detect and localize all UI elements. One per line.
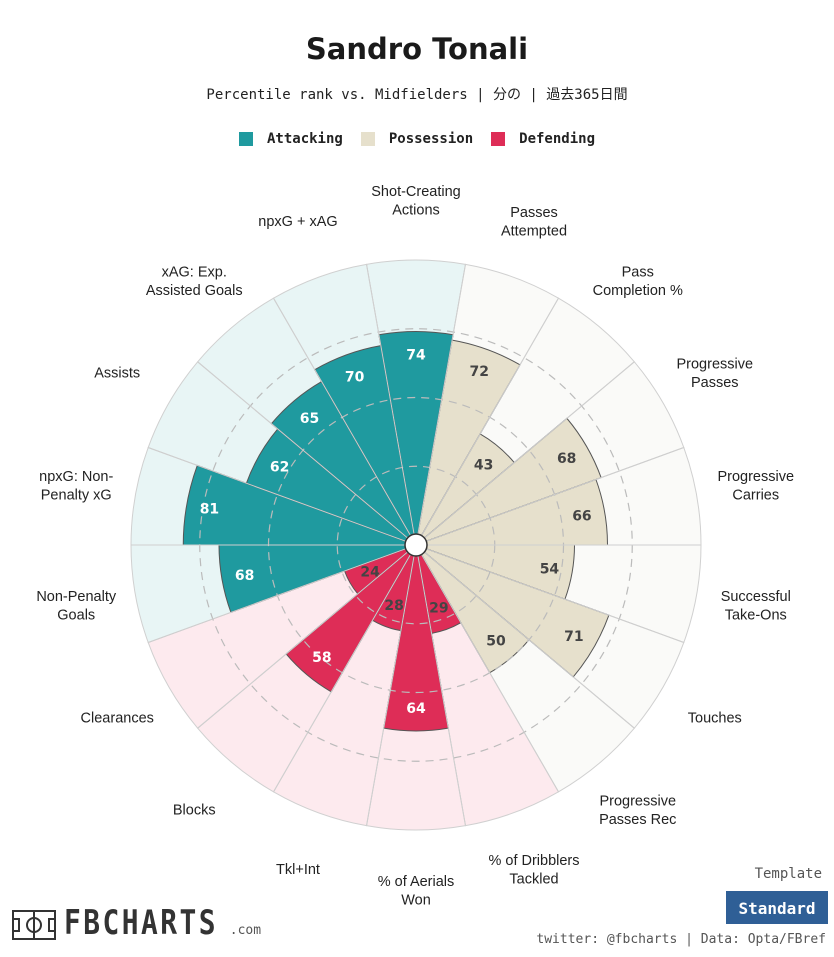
category-label-passes-attempted: Passes Attempted	[501, 205, 567, 240]
value-label-progressive-passes: 68	[557, 451, 576, 467]
value-label-successful-take-ons: 54	[540, 562, 560, 578]
sector-divider	[273, 297, 412, 537]
value-label-pass-completion: 43	[474, 457, 493, 473]
category-label-non-penalty-goals: Non-Penalty Goals	[36, 589, 117, 624]
legend-label-defending: Defending	[519, 131, 595, 147]
sector-divider	[197, 361, 409, 539]
value-label-assists: 62	[270, 459, 289, 475]
legend: Attacking Possession Defending	[0, 131, 834, 147]
value-label-progressive-passes-rec: 50	[486, 633, 506, 649]
category-label-touches: Touches	[688, 711, 742, 727]
value-label-tkl-int: 28	[384, 598, 403, 614]
value-label-npxg-xag: 70	[345, 369, 365, 385]
sector-divider	[417, 554, 466, 826]
sector-divider	[197, 551, 409, 729]
legend-swatch-defending	[491, 132, 506, 146]
value-label-touches: 71	[564, 629, 583, 645]
category-labels: Shot-Creating Actions Passes Attempted Pass C…	[36, 184, 794, 909]
template-standard-button[interactable]: Standard	[726, 891, 828, 924]
value-label-shot-creating-actions: 74	[406, 348, 426, 364]
sector-divider	[420, 553, 559, 793]
value-label-blocks: 58	[312, 650, 331, 666]
category-label-tkl-int: Tkl+Int	[276, 862, 320, 878]
sector-divider	[417, 264, 466, 536]
category-label-progressive-passes: Progressive Passes	[676, 357, 753, 392]
center-circle	[404, 533, 428, 557]
value-label-of-dribblers-tackled: 29	[429, 601, 448, 617]
grid-rings	[131, 264, 701, 826]
category-label-clearances: Clearances	[81, 711, 154, 727]
chart-title: Sandro Tonali	[305, 32, 529, 66]
legend-swatch-attacking	[238, 132, 253, 146]
pitch-icon	[12, 910, 56, 940]
category-label-npxg-non-penalty-xg: npxG: Non-Penalty xG	[39, 469, 113, 504]
category-label-npxg-xag: npxG + xAG	[258, 214, 337, 230]
sector-divider	[423, 551, 635, 729]
category-label-blocks: Blocks	[173, 802, 216, 818]
legend-item-attacking: Attacking	[238, 131, 343, 147]
legend-swatch-possession	[360, 132, 375, 146]
credit-text: twitter: @fbcharts | Data: Opta/FBref	[536, 932, 826, 947]
value-label-passes-attempted: 72	[470, 364, 489, 380]
category-label-progressive-passes-rec: Progressive Passes Rec	[599, 793, 676, 828]
category-label-of-dribblers-tackled: % of Dribblers Tackled	[488, 853, 579, 888]
category-label-xag-exp-assisted-goals: xAG: Exp. Assisted Goals	[146, 265, 243, 300]
chart-subtitle: Percentile rank vs. Midfielders | 分の | 過…	[206, 87, 628, 103]
logo-suffix: .com	[229, 923, 262, 938]
value-label-clearances: 24	[360, 565, 380, 581]
category-label-assists: Assists	[94, 366, 140, 382]
sector-divider	[425, 447, 684, 543]
category-label-shot-creating-actions: Shot-Creating Actions	[371, 184, 460, 219]
value-label-xag-exp-assisted-goals: 65	[300, 411, 319, 427]
sector-divider	[148, 547, 407, 643]
value-labels: 74 72 43 68 66 54 71 50 29 64 28 58 24 68 81 62 65 70	[200, 348, 592, 718]
category-label-of-aerials-won: % of Aerials Won	[378, 874, 455, 909]
fbcharts-logo: FBCHARTS .com	[12, 906, 261, 940]
sector-divider	[273, 553, 412, 793]
value-label-of-aerials-won: 64	[406, 701, 426, 717]
legend-label-possession: Possession	[388, 131, 474, 147]
category-label-successful-take-ons: Successful Take-Ons	[721, 589, 791, 624]
legend-item-defending: Defending	[491, 131, 595, 147]
sector-divider	[148, 447, 407, 543]
value-label-non-penalty-goals: 68	[235, 568, 254, 584]
category-label-progressive-carries: Progressive Carries	[717, 469, 794, 504]
sector-divider	[423, 361, 635, 539]
sector-divider	[366, 554, 415, 826]
value-label-progressive-carries: 66	[572, 509, 591, 525]
legend-item-possession: Possession	[360, 131, 474, 147]
logo-text: FBCHARTS	[64, 903, 218, 943]
sector-divider	[425, 547, 684, 643]
legend-label-attacking: Attacking	[266, 131, 343, 147]
sector-divider	[366, 264, 415, 536]
sector-divider	[420, 297, 559, 537]
template-label: Template	[754, 866, 822, 882]
value-label-npxg-non-penalty-xg: 81	[200, 502, 219, 518]
category-label-pass-completion: Pass Completion %	[593, 265, 683, 300]
